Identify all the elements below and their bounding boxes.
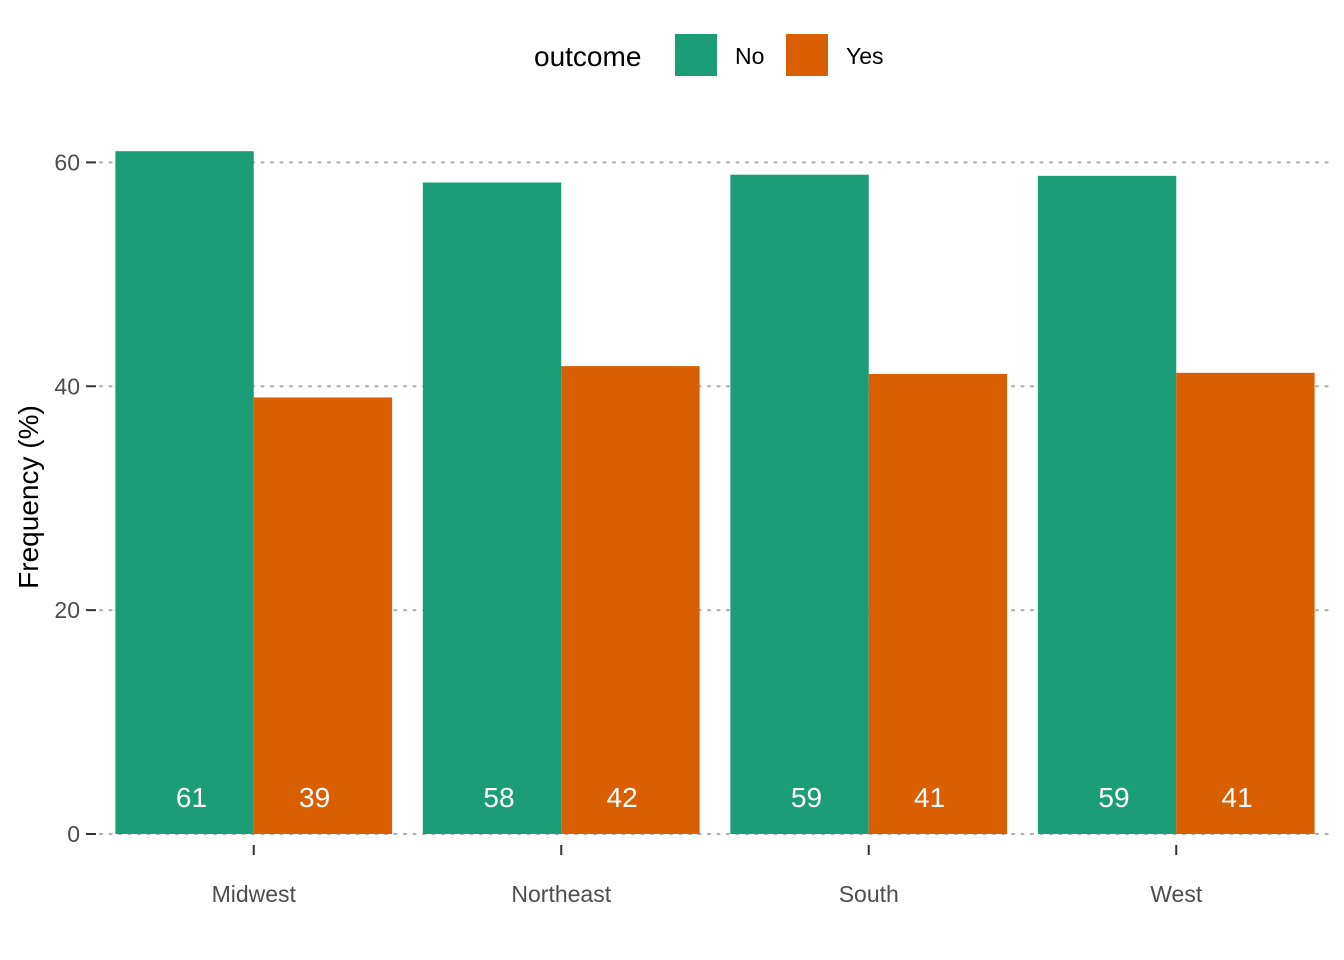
y-axis: 0 20 40 60: [54, 149, 96, 847]
bar: [115, 151, 254, 834]
x-tick-label: Midwest: [212, 881, 297, 907]
x-tick-label: Northeast: [511, 881, 611, 907]
bar: [561, 366, 700, 834]
bar-label: 39: [299, 782, 330, 813]
legend: outcome No Yes: [534, 34, 884, 76]
bar-label: 58: [483, 782, 514, 813]
y-tick-label: 0: [67, 821, 80, 847]
bar-label: 59: [791, 782, 822, 813]
y-tick-label: 40: [54, 373, 80, 399]
x-tick-label: South: [839, 881, 899, 907]
x-tick-label: West: [1150, 881, 1203, 907]
bar-label: 41: [914, 782, 945, 813]
bar: [868, 373, 1008, 834]
legend-label-no: No: [735, 43, 764, 69]
bar: [422, 182, 562, 835]
legend-title: outcome: [534, 41, 641, 72]
legend-swatch-no: [675, 34, 717, 76]
legend-swatch-yes: [786, 34, 828, 76]
bar-label: 41: [1222, 782, 1253, 813]
bars: 61 39 58 42 59 41 59 41: [115, 151, 1315, 835]
x-axis: Midwest Northeast South West: [212, 845, 1203, 907]
bar: [1037, 175, 1177, 835]
bar-label: 61: [176, 782, 207, 813]
bar: [253, 397, 393, 834]
y-tick-label: 60: [54, 149, 80, 175]
bar-label: 59: [1098, 782, 1129, 813]
bar: [1176, 372, 1315, 834]
bar: [730, 174, 869, 834]
bar-label: 42: [607, 782, 638, 813]
y-tick-label: 20: [54, 597, 80, 623]
y-axis-title: Frequency (%): [13, 405, 44, 589]
legend-label-yes: Yes: [846, 43, 884, 69]
